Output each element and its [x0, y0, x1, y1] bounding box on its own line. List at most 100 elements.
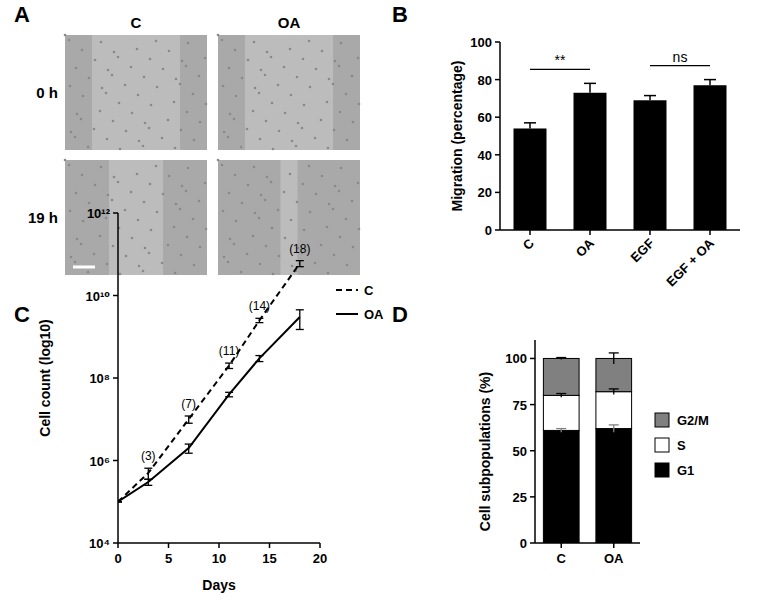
cell-texture [266, 51, 269, 54]
cell-texture [258, 217, 261, 220]
cell-texture [187, 167, 190, 170]
cell-texture [93, 253, 96, 256]
error-cap [144, 468, 152, 469]
cell-texture [74, 261, 77, 264]
cell-texture [179, 208, 182, 211]
significance-label: ** [555, 52, 566, 68]
cell-texture [64, 159, 67, 162]
y-tick [530, 358, 535, 360]
cell-texture [333, 129, 336, 132]
cell-texture [217, 34, 220, 37]
cell-texture [138, 265, 141, 268]
error-cap [225, 396, 233, 397]
cell-texture [186, 236, 189, 239]
error-cap [255, 361, 263, 362]
bar-segment [543, 395, 579, 430]
x-tick-label: 10 [212, 551, 226, 566]
legend-label: S [677, 438, 686, 453]
cell-texture [235, 95, 238, 98]
cell-texture [117, 56, 120, 59]
cell-texture [74, 136, 77, 139]
error-bar [228, 392, 229, 397]
cell-texture [254, 212, 257, 215]
error-bar [228, 363, 229, 368]
bars [543, 353, 631, 543]
cell-texture [70, 131, 73, 134]
cell-texture [198, 200, 201, 203]
cell-texture [156, 86, 159, 89]
y-tick-label: 10⁶ [90, 454, 110, 469]
cell-texture [149, 183, 152, 186]
cell-texture [334, 185, 337, 188]
legend-label: OA [364, 307, 384, 322]
cell-texture [106, 263, 109, 266]
y-tick [530, 450, 535, 452]
cell-texture [302, 58, 305, 61]
cell-texture [345, 93, 348, 96]
cell-texture [315, 68, 318, 71]
cell-texture [80, 118, 83, 121]
cell-texture [320, 119, 323, 122]
y-tick [113, 460, 118, 462]
cell-texture [149, 58, 152, 61]
x-tick-label: C [520, 235, 538, 253]
series-line [118, 317, 300, 502]
cell-texture [309, 211, 312, 214]
cell-texture [167, 119, 170, 122]
error-cap [118, 501, 122, 502]
error-cap [556, 428, 566, 429]
legend-label: G2/M [677, 413, 709, 428]
cell-texture [138, 140, 141, 143]
cell-texture [247, 184, 250, 187]
cell-texture [223, 131, 226, 134]
wound-area [92, 35, 180, 150]
y-tick-label: 40 [478, 148, 492, 163]
error-cap [118, 501, 122, 502]
cell-texture [309, 86, 312, 89]
error-cap [185, 415, 193, 416]
cell-texture [148, 127, 151, 130]
x-tick [613, 543, 615, 548]
error-cap [185, 423, 193, 424]
cell-texture [162, 68, 165, 71]
cell-texture [301, 127, 304, 130]
bar-segment [543, 358, 579, 395]
significance-label: ns [673, 49, 688, 65]
cell-texture [205, 228, 208, 231]
annotation: (18) [289, 242, 310, 256]
cell-texture [296, 201, 299, 204]
error-bar [188, 444, 189, 453]
error-cap [144, 485, 152, 486]
cell-texture [271, 227, 274, 230]
scale-bar [73, 266, 95, 269]
cell-texture [352, 246, 355, 249]
row-label: 0 h [36, 84, 58, 101]
error-cap [225, 392, 233, 393]
cell-texture [290, 219, 293, 222]
y-tick [530, 496, 535, 498]
cell-texture [340, 42, 343, 45]
error-cap [144, 479, 152, 480]
cell-texture [321, 175, 324, 178]
x-tick [117, 543, 119, 548]
cell-texture [339, 236, 342, 239]
error-bar [613, 389, 614, 395]
cell-texture [76, 113, 79, 116]
y-tick-label: 100 [470, 35, 492, 50]
error-cap [185, 453, 193, 454]
y-tick-label: 10⁸ [89, 371, 110, 386]
cell-texture [314, 137, 317, 140]
error-cap [225, 368, 233, 369]
cell-texture [130, 66, 133, 69]
y-tick-label: 50 [513, 444, 527, 459]
cell-texture [327, 272, 330, 275]
cell-texture [112, 245, 115, 248]
cell-texture [181, 60, 184, 63]
legend-swatch [336, 313, 358, 315]
error-cap [118, 501, 122, 502]
cell-texture [272, 148, 275, 151]
cell-texture [259, 263, 262, 266]
x-tick [589, 230, 591, 235]
legend-swatch [655, 463, 669, 477]
cell-texture [253, 41, 256, 44]
